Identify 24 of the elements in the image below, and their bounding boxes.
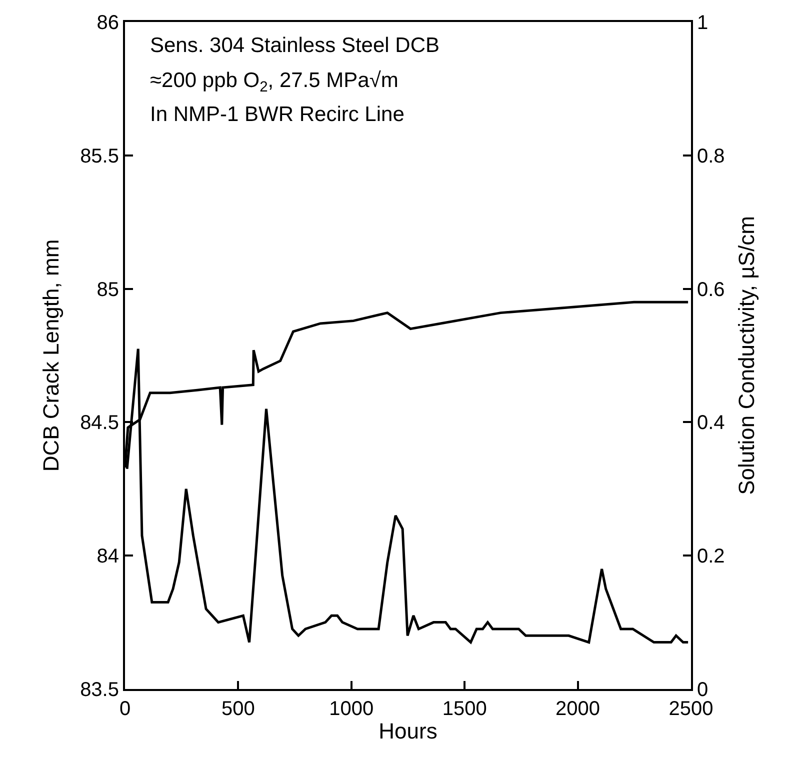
y2-tick-label: 0.8 (697, 145, 725, 168)
y-tick-label: 85.5 (80, 145, 119, 168)
y-tick-label: 85 (96, 278, 119, 301)
x-tick-label: 1500 (442, 698, 487, 720)
y-tick-label: 84 (96, 546, 119, 568)
annotation: ≈200 ppb O$_{2}$, 27.5 MPa√m (150, 69, 398, 96)
y2-tick-label: 0.2 (697, 546, 725, 568)
y2-tick-label: 0.4 (697, 412, 725, 434)
y-tick-label: 86 (96, 12, 119, 34)
y2-tick-label: 0.6 (697, 278, 725, 301)
x-tick-label: 500 (222, 698, 255, 720)
annotation: In NMP-1 BWR Recirc Line (150, 103, 404, 126)
annotation: Sens. 304 Stainless Steel DCB (150, 34, 440, 57)
x-tick-label: 0 (119, 698, 131, 720)
x-tick-label: 2500 (668, 698, 714, 720)
y2-tick-label: 0 (697, 679, 708, 701)
y2-axis-title: Solution Conductivity, µS/cm (734, 216, 760, 495)
x-axis-title: Hours (378, 718, 438, 744)
y-tick-label: 83.5 (80, 679, 119, 701)
x-tick-label: 2000 (556, 698, 600, 720)
x-tick-label: 1000 (329, 698, 374, 720)
y-tick-label: 84.5 (80, 412, 119, 434)
y2-tick-label: 1 (697, 12, 708, 34)
y-axis-title: DCB Crack Length, mm (38, 239, 64, 472)
